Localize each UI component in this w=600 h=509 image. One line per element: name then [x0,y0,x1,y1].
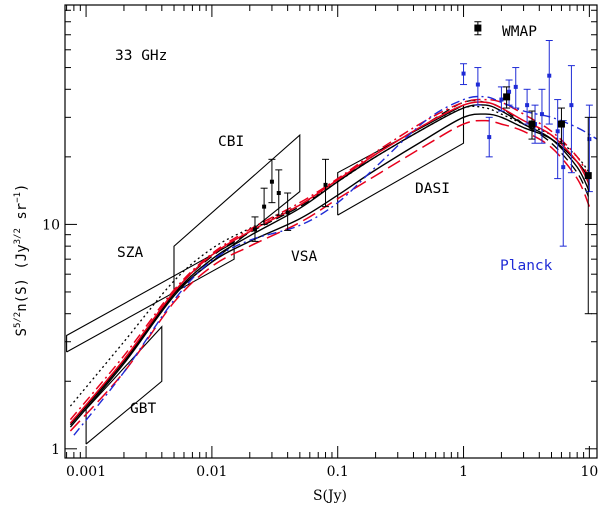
x-tick-label: 0.01 [196,464,227,480]
annotation-dasi: DASI [415,181,450,197]
series-model-red-longdash [69,119,591,432]
annotation-vsa: VSA [291,249,317,265]
black-point [276,191,281,196]
y-label-end: ) [14,184,30,192]
axes-layer [65,5,597,458]
annotation-frequency: 33 GHz [115,48,167,64]
black-point [269,179,274,184]
box-dasi [337,104,465,216]
planck-point [547,73,552,78]
x-axis-label: S(Jy) [313,488,347,504]
box-cbi [173,133,301,293]
y-label-exp2: 3/2 [13,228,23,244]
y-label-exp1: 5/2 [13,312,23,328]
x-tick-label: 1 [459,464,468,480]
series-model-blue-dashdot [73,95,598,436]
y-label-mid: n(S) (Jy [14,244,30,311]
y-tick-label: 10 [42,217,60,233]
annotation-cbi: CBI [218,134,244,150]
x-tick-label: 10 [580,464,598,480]
annotation-wmap: WMAP [502,24,537,40]
black-point [285,210,290,215]
planck-point [587,137,592,142]
y-label-exp3: −1 [13,192,23,203]
black-point [528,120,536,128]
series-model-black-dotted [69,105,590,407]
planck-point [461,71,466,76]
x-tick-label: 0.001 [66,464,106,480]
black-point [262,204,267,209]
planck-point [513,84,518,89]
planck-point [539,112,544,117]
black-point [584,172,592,180]
planck-point [569,103,574,108]
black-point [323,182,328,187]
tick-labels: 0.001 0.01 0.1 1 10 1 10 [42,217,598,480]
plot-frame [64,4,598,459]
y-label-base: S [14,328,30,336]
planck-point [555,129,560,134]
y-axis-label: S5/2n(S) (Jy3/2 sr−1) [13,184,30,337]
planck-point [561,165,566,170]
x-tick-label: 0.1 [327,464,349,480]
black-point [557,120,565,128]
black-point [503,93,511,101]
black-point [474,24,482,32]
black-point [252,227,257,232]
points-layer [251,21,593,315]
box-layer [66,104,465,445]
annotation-sza: SZA [117,245,143,261]
annotation-planck: Planck [500,258,553,274]
planck-point [525,103,530,108]
y-label-mid2: sr [14,203,30,228]
annotation-gbt: GBT [130,401,156,417]
planck-point [507,89,512,94]
planck-point [499,97,504,102]
planck-point [475,82,480,87]
box-gbt [85,325,163,445]
planck-point [487,135,492,140]
y-tick-label: 1 [51,442,60,458]
